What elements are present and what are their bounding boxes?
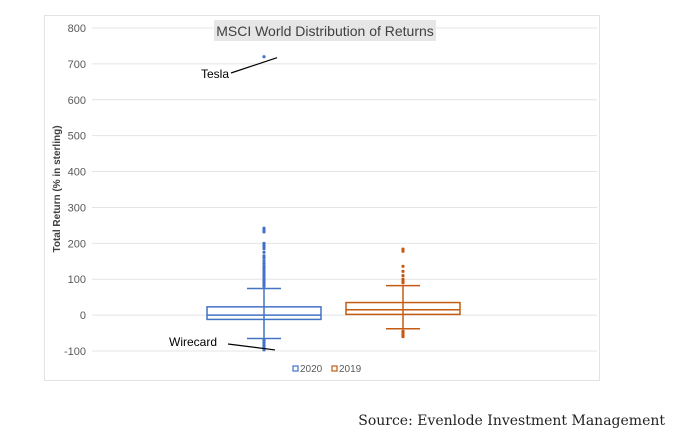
legend-label-2020: 2020 [300, 364, 323, 375]
y-tick-label: 0 [80, 310, 86, 322]
chart-title-background [214, 20, 436, 41]
y-tick-label: 400 [68, 167, 86, 179]
series-2020-outlier [262, 230, 266, 234]
legend-swatch-2019 [331, 365, 338, 372]
series-2019-outlier [401, 264, 405, 268]
y-tick-label: 200 [68, 238, 86, 250]
annotation-leader-wirecard [227, 343, 276, 351]
series-2019-outlier [401, 249, 405, 253]
annotation-leader-tesla [230, 57, 278, 74]
y-tick-label: 500 [68, 131, 86, 143]
legend-swatch-2020 [292, 365, 299, 372]
series-2020-outlier [262, 247, 266, 251]
source-caption: Source: Evenlode Investment Management [358, 413, 665, 429]
series-2020-outlier [262, 284, 266, 288]
series-2019-box [345, 301, 461, 316]
series-2020-outlier [262, 55, 266, 59]
legend-label-2019: 2019 [339, 364, 362, 375]
chart-title: MSCI World Distribution of Returns [216, 23, 434, 39]
y-tick-label: 300 [68, 202, 86, 214]
y-tick-label: 700 [68, 59, 86, 71]
series-2020-outlier [262, 250, 266, 254]
y-tick-label: 100 [68, 274, 86, 286]
annotation-tesla: Tesla [201, 67, 229, 81]
y-tick-label: -100 [64, 346, 86, 358]
series-2020-outlier [262, 256, 266, 260]
series-2019-outlier [401, 335, 405, 339]
series-2019-outlier [401, 274, 405, 278]
series-2020-outlier [262, 258, 266, 263]
y-axis-label: Total Return (% in sterling) [52, 125, 63, 252]
chart-frame: 800 700 600 500 400 300 200 100 0 -100 MSCI World … [44, 15, 600, 381]
annotation-wirecard: Wirecard [169, 335, 217, 349]
series-2020-outlier [262, 261, 266, 265]
series-2019-outlier [401, 281, 405, 285]
box-plot-chart: 800 700 600 500 400 300 200 100 0 -100 MSCI World … [52, 20, 597, 375]
y-tick-label: 600 [68, 95, 86, 107]
series-2020-box [206, 306, 322, 321]
y-tick-label: 800 [68, 23, 86, 35]
series-2019-outlier [401, 269, 405, 273]
